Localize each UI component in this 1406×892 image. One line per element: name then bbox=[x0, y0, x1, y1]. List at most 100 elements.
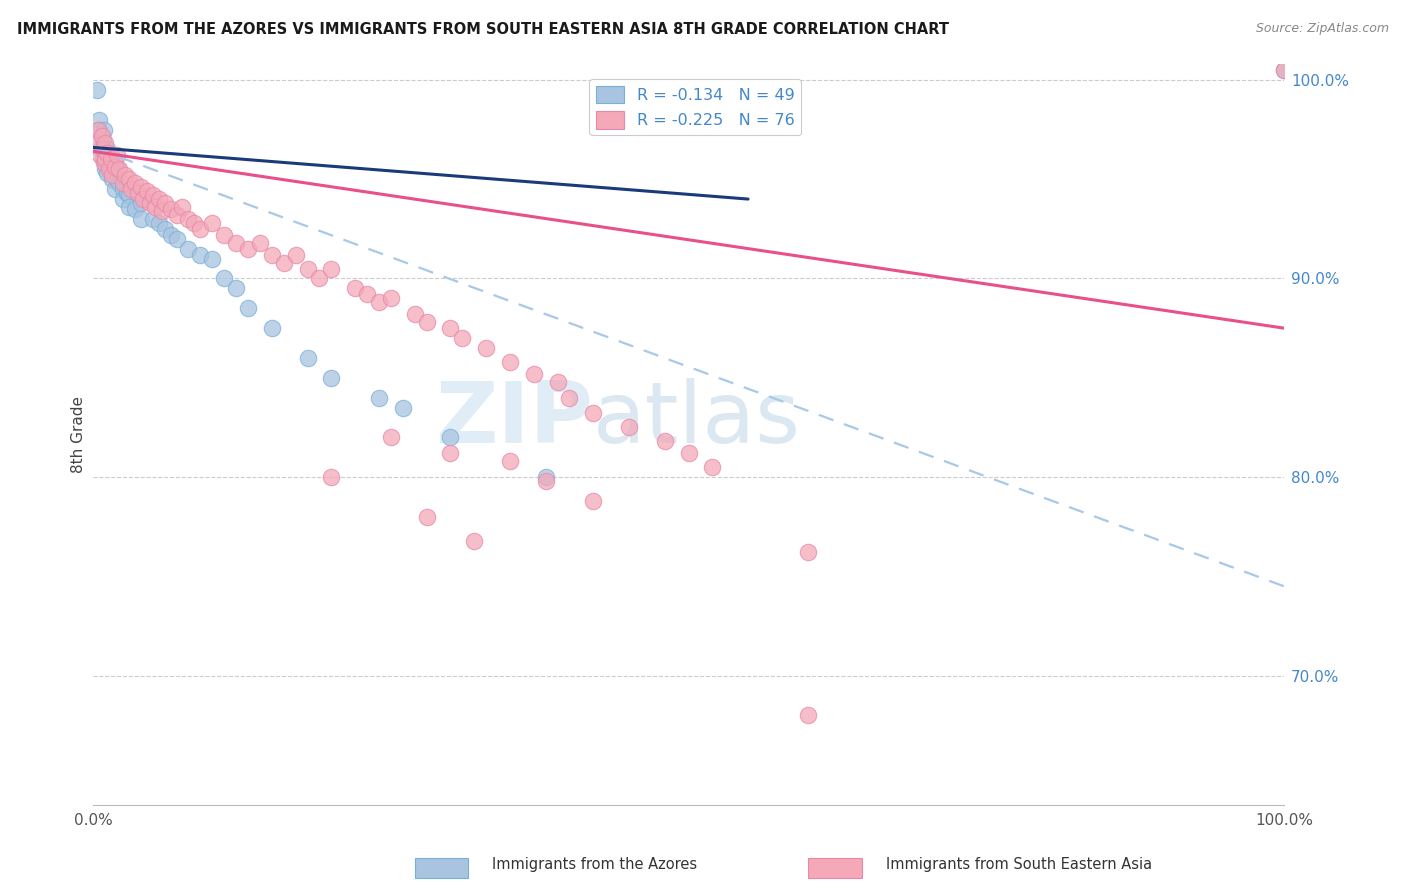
Point bbox=[108, 162, 131, 177]
Point bbox=[356, 287, 378, 301]
Legend: R = -0.134   N = 49, R = -0.225   N = 76: R = -0.134 N = 49, R = -0.225 N = 76 bbox=[589, 79, 801, 135]
Point bbox=[89, 122, 111, 136]
Point bbox=[148, 216, 170, 230]
Point bbox=[260, 321, 283, 335]
Point bbox=[177, 211, 200, 226]
Point bbox=[101, 172, 124, 186]
Point bbox=[212, 271, 235, 285]
Point bbox=[104, 182, 127, 196]
Point bbox=[84, 136, 107, 151]
Point bbox=[702, 460, 724, 475]
Point bbox=[132, 192, 155, 206]
Point bbox=[104, 156, 127, 170]
Point bbox=[129, 196, 152, 211]
Point bbox=[321, 261, 343, 276]
Point bbox=[188, 222, 211, 236]
Point bbox=[96, 166, 118, 180]
Point bbox=[100, 153, 122, 167]
Point bbox=[678, 446, 700, 460]
Point bbox=[127, 186, 149, 200]
Point bbox=[93, 122, 115, 136]
Point bbox=[415, 315, 437, 329]
Point bbox=[87, 122, 110, 136]
Point bbox=[94, 136, 117, 151]
Point bbox=[118, 200, 141, 214]
Point bbox=[344, 281, 367, 295]
Point bbox=[523, 367, 546, 381]
Point bbox=[260, 247, 283, 261]
Point bbox=[558, 391, 581, 405]
Point bbox=[1272, 62, 1295, 77]
Point bbox=[124, 202, 146, 216]
Point bbox=[451, 331, 474, 345]
Point bbox=[201, 252, 224, 266]
Point bbox=[89, 148, 111, 162]
Point bbox=[439, 446, 461, 460]
Point bbox=[499, 454, 522, 468]
Point bbox=[249, 235, 271, 250]
Point bbox=[135, 184, 157, 198]
Point bbox=[118, 188, 141, 202]
Point bbox=[166, 208, 188, 222]
Point bbox=[129, 211, 152, 226]
Point bbox=[439, 321, 461, 335]
Text: atlas: atlas bbox=[593, 378, 801, 461]
Point bbox=[105, 148, 128, 162]
Text: ZIP: ZIP bbox=[436, 378, 593, 461]
Point bbox=[404, 307, 426, 321]
Point bbox=[212, 227, 235, 242]
Point bbox=[142, 188, 165, 202]
Point bbox=[120, 182, 142, 196]
Point bbox=[284, 247, 307, 261]
Point bbox=[225, 281, 247, 295]
Point bbox=[96, 143, 118, 157]
Point bbox=[139, 196, 162, 211]
Point bbox=[108, 176, 131, 190]
Point bbox=[148, 192, 170, 206]
Point bbox=[142, 211, 165, 226]
Point bbox=[93, 156, 115, 170]
Point bbox=[368, 391, 391, 405]
Point bbox=[796, 545, 818, 559]
Point bbox=[91, 153, 114, 167]
Point bbox=[143, 200, 166, 214]
Point bbox=[201, 216, 224, 230]
Point bbox=[188, 247, 211, 261]
Point bbox=[380, 430, 402, 444]
Point bbox=[796, 708, 818, 723]
Point bbox=[177, 242, 200, 256]
Point bbox=[107, 162, 129, 177]
Point bbox=[368, 295, 391, 310]
Point bbox=[273, 255, 295, 269]
Text: Immigrants from the Azores: Immigrants from the Azores bbox=[492, 857, 697, 872]
Point bbox=[225, 235, 247, 250]
Point bbox=[115, 186, 138, 200]
Point bbox=[380, 291, 402, 305]
Point bbox=[94, 153, 117, 167]
Point bbox=[534, 474, 557, 488]
Point bbox=[582, 407, 605, 421]
Point bbox=[86, 83, 108, 97]
Point bbox=[94, 156, 117, 170]
Point bbox=[89, 143, 111, 157]
Point bbox=[159, 202, 181, 216]
Point bbox=[654, 434, 676, 449]
Point bbox=[236, 301, 259, 316]
Point bbox=[97, 156, 120, 170]
Point bbox=[475, 341, 498, 355]
Point bbox=[297, 261, 319, 276]
Point bbox=[105, 172, 128, 186]
Point bbox=[415, 509, 437, 524]
Point bbox=[499, 355, 522, 369]
Point bbox=[297, 351, 319, 365]
Point bbox=[172, 200, 194, 214]
Point bbox=[101, 168, 124, 182]
Text: Immigrants from South Eastern Asia: Immigrants from South Eastern Asia bbox=[886, 857, 1152, 872]
Point bbox=[153, 196, 176, 211]
Point bbox=[100, 162, 122, 177]
Y-axis label: 8th Grade: 8th Grade bbox=[72, 396, 86, 473]
Point bbox=[94, 162, 117, 177]
Text: Source: ZipAtlas.com: Source: ZipAtlas.com bbox=[1256, 22, 1389, 36]
Point bbox=[104, 161, 127, 175]
Point bbox=[91, 143, 114, 157]
